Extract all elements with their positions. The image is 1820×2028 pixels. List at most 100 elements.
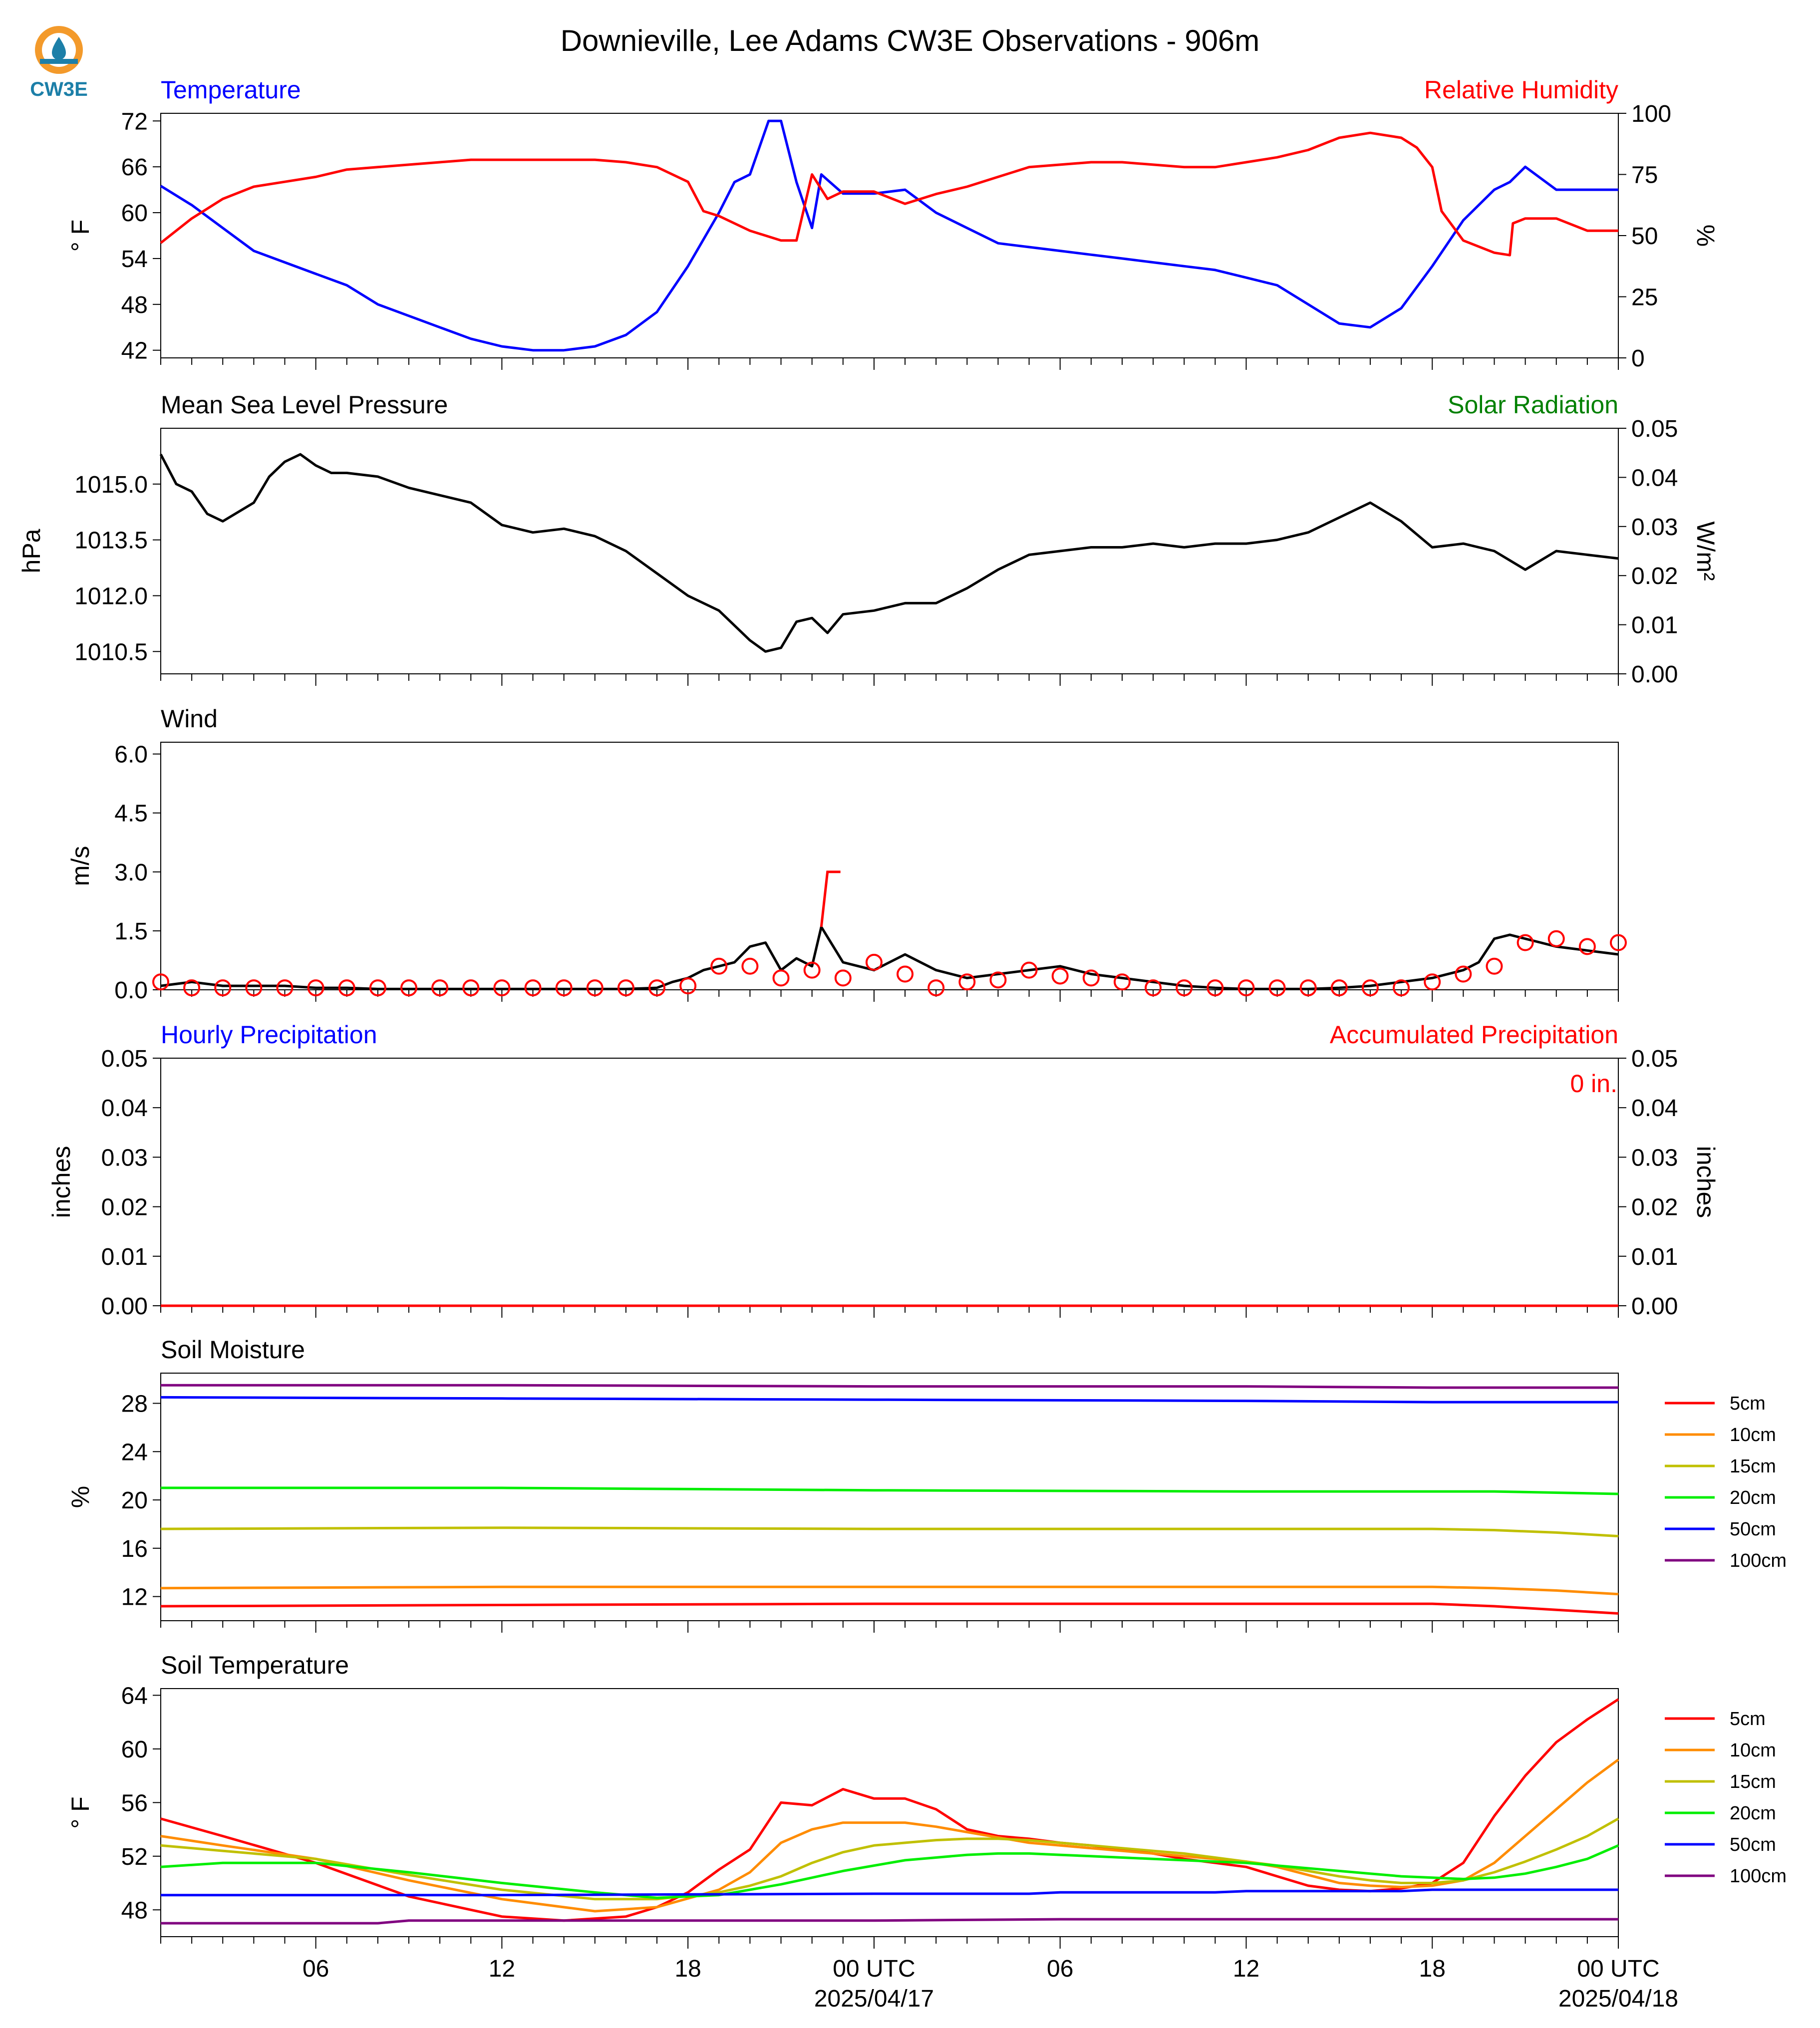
panel-title-right: Accumulated Precipitation: [1330, 1021, 1618, 1049]
hourly-avg-marker: [152, 973, 169, 991]
panel-title-right: Relative Humidity: [1424, 76, 1618, 104]
series-line-100cm: [161, 1918, 1618, 1925]
panels: 42 48 54 60 66 72 0 25 50 75 100 Temperature Relativ…: [17, 76, 1787, 2012]
legend-label: 10cm: [1730, 1740, 1776, 1761]
y-tick-label: 66: [121, 154, 148, 181]
hourly-avg-marker: [183, 979, 201, 997]
hourly-avg-marker: [1330, 979, 1348, 997]
y2-tick-label: 0.04: [1631, 465, 1678, 491]
y-tick-label: 0.03: [101, 1145, 148, 1171]
y-tick-label: 20: [121, 1487, 148, 1514]
series-line-10cm: [160, 1758, 1619, 1913]
accum-precip-label: 0 in.: [1570, 1070, 1617, 1098]
y-tick-label: 1010.5: [74, 639, 148, 665]
x-tick-label: 06: [303, 1956, 329, 1982]
hourly-avg-marker: [493, 979, 511, 997]
y-tick-label: 24: [121, 1439, 148, 1465]
y-tick-label: 42: [121, 338, 148, 364]
y2-axis-unit: inches: [1692, 1146, 1720, 1218]
y-axis-unit: inches: [47, 1146, 75, 1218]
series-line-wind-speed: [160, 925, 1619, 990]
y-tick-label: 0.0: [114, 977, 148, 1004]
panel-title-left: Wind: [161, 705, 218, 733]
hourly-avg-marker: [555, 979, 573, 997]
series-line-15cm: [160, 1526, 1619, 1538]
y-tick-label: 60: [121, 1737, 148, 1763]
hourly-avg-marker: [772, 969, 790, 987]
hourly-avg-marker: [1299, 979, 1317, 997]
plot-frame: [160, 742, 1619, 990]
hourly-avg-marker: [1547, 930, 1565, 947]
hourly-avg-marker: [1051, 967, 1069, 985]
panel-soil_temp: 48 52 56 60 64 Soil Temperature ° F 5cm 10cm 15cm…: [66, 1651, 1787, 2012]
y-axis-unit: %: [66, 1486, 94, 1508]
plot-frame: [160, 1373, 1619, 1621]
hourly-avg-marker: [214, 979, 232, 997]
y2-tick-label: 50: [1631, 223, 1658, 250]
figure-title: Downieville, Lee Adams CW3E Observations…: [561, 24, 1260, 57]
x-tick-label: 18: [674, 1956, 701, 1982]
y2-tick-label: 0.05: [1631, 416, 1678, 442]
y-tick-label: 0.00: [101, 1293, 148, 1320]
hourly-avg-marker: [369, 979, 386, 997]
x-tick-label: 18: [1419, 1956, 1446, 1982]
y-tick-label: 1015.0: [74, 472, 148, 498]
cw3e-logo: CW3E: [30, 26, 88, 100]
legend-label: 100cm: [1730, 1866, 1787, 1887]
y-tick-label: 6.0: [114, 742, 148, 768]
y-tick-label: 1.5: [114, 918, 148, 945]
hourly-avg-marker: [679, 977, 697, 995]
y2-tick-label: 25: [1631, 285, 1658, 311]
legend-label: 15cm: [1730, 1456, 1776, 1477]
hourly-avg-marker: [648, 979, 666, 997]
y-tick-label: 0.05: [101, 1046, 148, 1072]
hourly-avg-marker: [1268, 979, 1286, 997]
hourly-avg-marker: [865, 953, 883, 971]
y-axis-unit: m/s: [66, 846, 94, 886]
hourly-avg-marker: [897, 965, 914, 983]
plot-frame: [160, 1688, 1619, 1937]
legend-label: 20cm: [1730, 1487, 1776, 1508]
series-line-20cm: [160, 1844, 1619, 1899]
hourly-avg-marker: [276, 979, 294, 997]
plot-frame: [160, 428, 1619, 674]
plot-frame: [160, 113, 1619, 358]
legend-label: 15cm: [1730, 1771, 1776, 1792]
legend-label: 10cm: [1730, 1425, 1776, 1446]
y2-axis-unit: %: [1692, 225, 1720, 247]
y-tick-label: 56: [121, 1790, 148, 1816]
y2-tick-label: 75: [1631, 162, 1658, 189]
y2-tick-label: 0.01: [1631, 1244, 1678, 1270]
hourly-avg-marker: [524, 979, 542, 997]
panel-precip: 0.00 0.01 0.02 0.03 0.04 0.05 0.00 0.01 0.02 0.03…: [47, 1021, 1720, 1320]
y-tick-label: 28: [121, 1391, 148, 1417]
x-tick-label: 00 UTC: [1577, 1956, 1659, 1982]
x-date-label: 2025/04/17: [814, 1986, 934, 2012]
y2-tick-label: 0: [1631, 345, 1645, 372]
y2-tick-label: 0.02: [1631, 1194, 1678, 1221]
series-line-50cm: [160, 1396, 1618, 1404]
y-tick-label: 48: [121, 1897, 148, 1924]
x-tick-label: 00 UTC: [833, 1956, 915, 1982]
hourly-avg-marker: [338, 979, 355, 997]
x-tick-label: 12: [1233, 1956, 1259, 1982]
hourly-avg-marker: [1207, 979, 1224, 997]
legend-label: 5cm: [1730, 1393, 1766, 1414]
y2-tick-label: 0.00: [1631, 1293, 1678, 1320]
y-tick-label: 0.04: [101, 1095, 148, 1122]
y-tick-label: 72: [121, 108, 148, 135]
series-line-10cm: [160, 1585, 1619, 1596]
legend-label: 20cm: [1730, 1803, 1776, 1824]
panel-title-right: Solar Radiation: [1448, 391, 1618, 419]
y-tick-label: 64: [121, 1683, 148, 1709]
legend-label: 50cm: [1730, 1519, 1776, 1540]
series-line-50cm: [161, 1888, 1618, 1897]
y2-tick-label: 0.00: [1631, 661, 1678, 688]
y-tick-label: 52: [121, 1844, 148, 1870]
series-line-5cm: [160, 1602, 1619, 1615]
hourly-avg-marker: [741, 957, 759, 975]
y-axis-unit: ° F: [66, 1796, 94, 1828]
series-line-5cm: [160, 1698, 1619, 1922]
series-line-mean-sea-level-pressure: [159, 453, 1619, 653]
panel-title-left: Soil Moisture: [161, 1336, 305, 1364]
